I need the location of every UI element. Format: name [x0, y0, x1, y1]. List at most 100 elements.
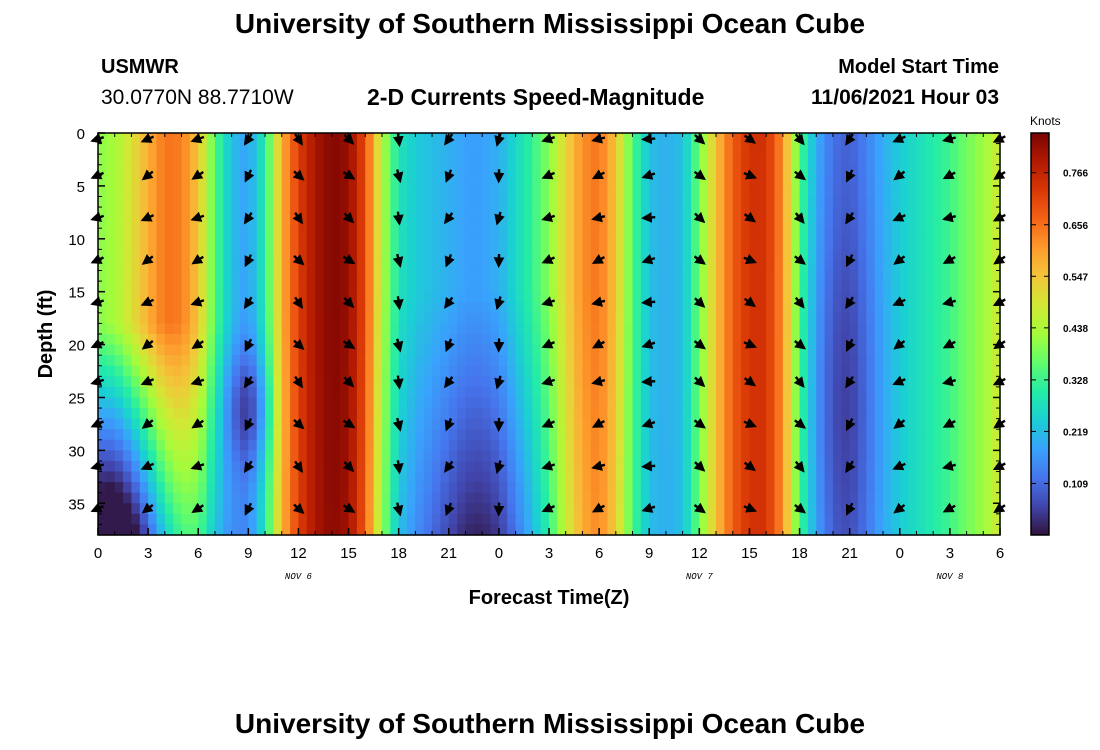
heatmap-cell [523, 460, 533, 473]
heatmap-cell [448, 238, 458, 250]
heatmap-cell [482, 450, 492, 462]
heatmap-cell [615, 164, 625, 176]
heatmap-cell [390, 143, 400, 155]
heatmap-cell [908, 439, 918, 451]
heatmap-cell [874, 471, 884, 483]
heatmap-cell [549, 386, 558, 399]
heatmap-cell [381, 513, 391, 526]
heatmap-cell [173, 439, 183, 451]
heatmap-cell [632, 492, 642, 504]
heatmap-cell [415, 291, 425, 303]
heatmap-cell [983, 429, 993, 441]
heatmap-cell [331, 133, 341, 145]
heatmap-cell [941, 386, 951, 399]
heatmap-cell [331, 503, 341, 515]
heatmap-cell [381, 344, 391, 356]
heatmap-cell [173, 397, 183, 409]
heatmap-cell [749, 196, 759, 208]
heatmap-cell [874, 386, 884, 399]
heatmap-cell [348, 471, 358, 483]
heatmap-cell [465, 471, 475, 483]
heatmap-cell [832, 238, 842, 250]
heatmap-cell [949, 270, 959, 282]
heatmap-cell [415, 312, 425, 325]
heatmap-cell [265, 291, 274, 303]
heatmap-cell [908, 291, 918, 303]
heatmap-cell [223, 460, 233, 473]
heatmap-cell [657, 207, 667, 219]
heatmap-cell [440, 312, 450, 325]
heatmap-cell [315, 133, 325, 145]
heatmap-cell [482, 492, 492, 504]
heatmap-cell [164, 207, 174, 219]
heatmap-cell [949, 365, 959, 377]
heatmap-cell [891, 355, 901, 367]
heatmap-cell [832, 207, 842, 219]
heatmap-cell [649, 471, 659, 483]
heatmap-cell [365, 524, 375, 536]
heatmap-cell [423, 408, 433, 420]
heatmap-cell [482, 429, 492, 441]
heatmap-cell [507, 323, 517, 335]
heatmap-cell [624, 133, 634, 145]
heatmap-cell [757, 302, 767, 314]
heatmap-cell [874, 344, 884, 356]
heatmap-cell [440, 291, 450, 303]
heatmap-cell [624, 429, 634, 441]
heatmap-cell [749, 323, 759, 335]
heatmap-cell [248, 154, 258, 166]
current-arrow [392, 502, 404, 517]
heatmap-cell [114, 312, 124, 325]
heatmap-cell [916, 513, 926, 526]
heatmap-cell [899, 323, 909, 335]
heatmap-cell [657, 460, 667, 473]
heatmap-cell [206, 334, 216, 346]
heatmap-cell [983, 397, 993, 409]
heatmap-cell [356, 376, 366, 388]
heatmap-cell [757, 133, 767, 145]
heatmap-cell [816, 418, 826, 430]
heatmap-cell [415, 524, 425, 536]
heatmap-cell [407, 312, 416, 325]
heatmap-cell [532, 270, 542, 282]
heatmap-cell [214, 460, 224, 473]
heatmap-cell [732, 513, 742, 526]
heatmap-cell [757, 503, 767, 515]
heatmap-cell [139, 355, 149, 367]
heatmap-cell [231, 217, 241, 229]
heatmap-cell [983, 418, 993, 430]
heatmap-cell [98, 281, 107, 293]
heatmap-cell [114, 281, 124, 293]
heatmap-cell [665, 238, 675, 250]
heatmap-cell [298, 429, 308, 441]
heatmap-cell [356, 471, 366, 483]
heatmap-cell [974, 143, 984, 155]
heatmap-cell [381, 492, 391, 504]
heatmap-cell [724, 143, 734, 155]
heatmap-cell [98, 439, 107, 451]
heatmap-cell [590, 334, 600, 346]
heatmap-cell [523, 344, 533, 356]
heatmap-cell [206, 312, 216, 325]
heatmap-cell [164, 238, 174, 250]
heatmap-cell [365, 450, 375, 462]
heatmap-cell [958, 386, 968, 399]
heatmap-cell [849, 323, 859, 335]
heatmap-cell [607, 249, 617, 261]
heatmap-cell [983, 503, 993, 515]
heatmap-cell [181, 524, 191, 536]
heatmap-cell [181, 143, 191, 155]
heatmap-cell [356, 408, 366, 420]
heatmap-cell [941, 259, 951, 272]
heatmap-cell [373, 281, 383, 293]
heatmap-cell [398, 397, 408, 409]
heatmap-cell [448, 386, 458, 399]
heatmap-cell [849, 196, 859, 208]
heatmap-cell [782, 207, 792, 219]
heatmap-cell [624, 164, 634, 176]
heatmap-cell [732, 450, 742, 462]
heatmap-cell [732, 175, 742, 187]
heatmap-cell [265, 397, 274, 409]
heatmap-cell [916, 217, 926, 229]
heatmap-cell [649, 365, 659, 377]
